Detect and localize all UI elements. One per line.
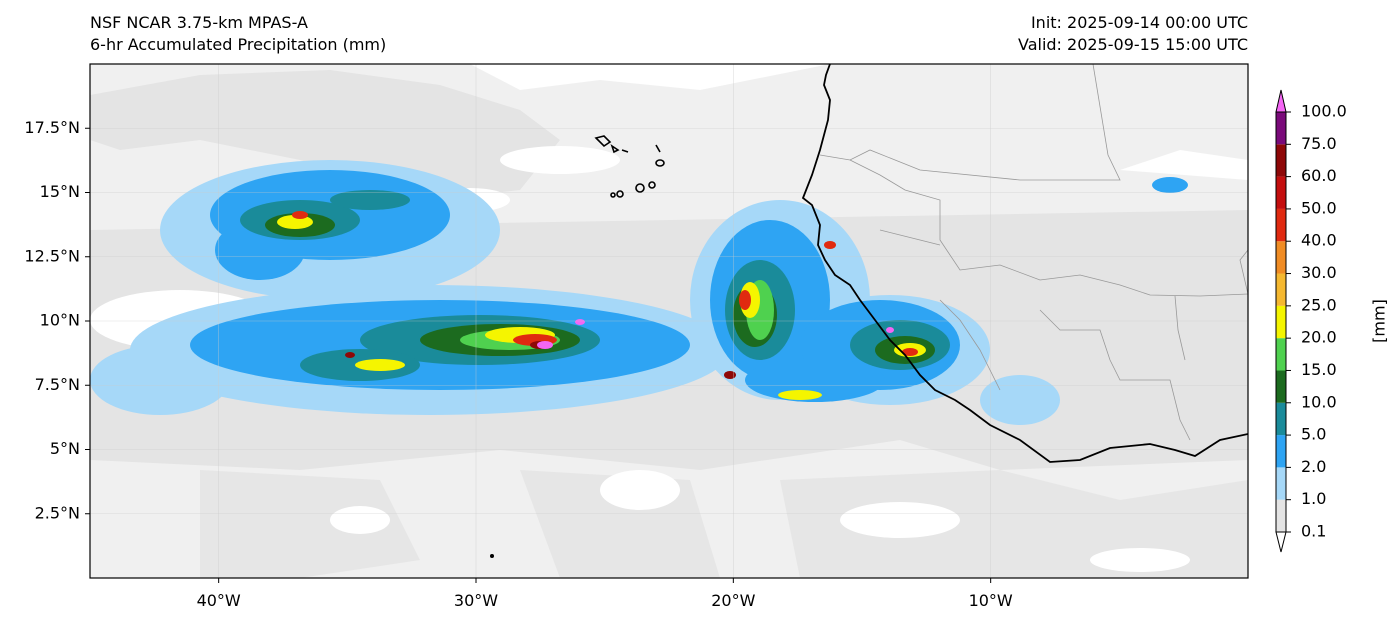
colorbar-segment xyxy=(1276,435,1286,468)
colorbar-segment xyxy=(1276,176,1286,209)
colorbar-segment xyxy=(1276,112,1286,145)
colorbar-level-label: 25.0 xyxy=(1301,295,1337,314)
field-title: 6-hr Accumulated Precipitation (mm) xyxy=(90,35,387,54)
colorbar-segment xyxy=(1276,241,1286,274)
y-tick-label: 12.5°N xyxy=(24,246,80,265)
island-dot xyxy=(490,554,494,558)
colorbar-extend-min xyxy=(1275,531,1287,553)
coastline xyxy=(801,64,1248,463)
header-left: NSF NCAR 3.75-km MPAS-A 6-hr Accumulated… xyxy=(90,12,386,56)
colorbar-segment xyxy=(1276,208,1286,242)
y-tick-label: 15°N xyxy=(40,182,80,201)
y-tick-label: 10°N xyxy=(40,311,80,330)
colorbar-segment xyxy=(1276,402,1286,436)
gridlines xyxy=(90,64,1248,578)
y-tick-label: 5°N xyxy=(50,439,80,458)
x-axis-ticks: 40°W 30°W 20°W 10°W xyxy=(197,578,1013,610)
y-tick-label: 2.5°N xyxy=(35,503,80,522)
colorbar-segment xyxy=(1276,305,1286,339)
colorbar-level-label: 50.0 xyxy=(1301,198,1337,217)
colorbar-segment xyxy=(1276,467,1286,500)
colorbar-segment xyxy=(1276,338,1286,371)
colorbar-segment xyxy=(1276,499,1286,532)
init-time: Init: 2025-09-14 00:00 UTC xyxy=(1030,13,1248,32)
colorbar-level-label: 20.0 xyxy=(1301,328,1337,347)
colorbar-level-label: 2.0 xyxy=(1301,457,1326,476)
precip-100mm-layer xyxy=(537,319,894,349)
x-tick-label: 40°W xyxy=(197,591,241,610)
x-tick-label: 30°W xyxy=(454,591,498,610)
colorbar-level-label: 5.0 xyxy=(1301,425,1326,444)
x-tick-label: 10°W xyxy=(969,591,1013,610)
colorbar: 0.1 1.0 2.0 5.0 10.0 15.0 20.0 25.0 30.0 40.0 50.0… xyxy=(1275,89,1347,553)
colorbar-outline xyxy=(1275,111,1287,533)
valid-time: Valid: 2025-09-15 15:00 UTC xyxy=(1017,35,1248,54)
colorbar-level-label: 0.1 xyxy=(1301,522,1326,541)
model-title: NSF NCAR 3.75-km MPAS-A xyxy=(90,13,308,32)
map-area xyxy=(90,64,1248,578)
y-axis-ticks: 2.5°N 5°N 7.5°N 10°N 12.5°N 15°N 17.5°N xyxy=(24,118,90,522)
y-tick-label: 17.5°N xyxy=(24,118,80,137)
colorbar-extend-max xyxy=(1275,89,1287,113)
colorbar-unit-label: [mm] xyxy=(1370,299,1389,343)
colorbar-level-label: 60.0 xyxy=(1301,166,1337,185)
colorbar-level-label: 1.0 xyxy=(1301,489,1326,508)
colorbar-level-label: 15.0 xyxy=(1301,360,1337,379)
cape-verde-islands xyxy=(594,135,665,198)
colorbar-level-label: 10.0 xyxy=(1301,392,1337,411)
country-borders xyxy=(819,64,1248,441)
colorbar-segment xyxy=(1276,370,1286,403)
header-right: Init: 2025-09-14 00:00 UTC Valid: 2025-0… xyxy=(1018,12,1248,56)
colorbar-segment xyxy=(1276,273,1286,306)
y-tick-label: 7.5°N xyxy=(35,375,80,394)
colorbar-level-label: 100.0 xyxy=(1301,102,1347,121)
colorbar-segment xyxy=(1276,144,1286,177)
colorbar-level-label: 40.0 xyxy=(1301,231,1337,250)
x-tick-label: 20°W xyxy=(711,591,755,610)
colorbar-level-label: 75.0 xyxy=(1301,134,1337,153)
colorbar-level-label: 30.0 xyxy=(1301,263,1337,282)
